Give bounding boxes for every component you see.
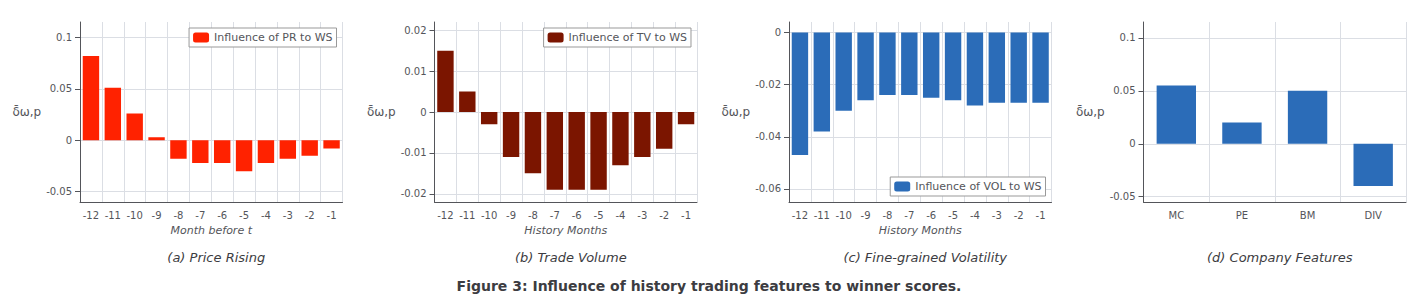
svg-text:-6: -6: [926, 210, 936, 221]
svg-text:-6: -6: [217, 210, 227, 221]
svg-text:-10: -10: [481, 210, 497, 221]
svg-text:-7: -7: [904, 210, 914, 221]
svg-text:0.05: 0.05: [1113, 85, 1135, 96]
svg-text:-7: -7: [550, 210, 560, 221]
svg-text:-0.04: -0.04: [755, 131, 781, 142]
svg-text:-0.01: -0.01: [401, 147, 427, 158]
svg-text:-8: -8: [882, 210, 892, 221]
svg-text:-11: -11: [459, 210, 475, 221]
svg-text:-5: -5: [239, 210, 249, 221]
svg-text:DIV: DIV: [1364, 210, 1382, 221]
svg-text:(b) Trade Volume: (b) Trade Volume: [515, 250, 627, 265]
svg-text:0.01: 0.01: [404, 66, 426, 77]
svg-text:-5: -5: [948, 210, 958, 221]
svg-text:δ̄ω,p: δ̄ω,p: [1076, 105, 1105, 119]
svg-text:-4: -4: [970, 210, 980, 221]
svg-text:-8: -8: [173, 210, 183, 221]
svg-text:MC: MC: [1169, 210, 1185, 221]
svg-text:History Months: History Months: [524, 224, 607, 237]
svg-text:(c) Fine-grained Volatility: (c) Fine-grained Volatility: [843, 250, 1007, 265]
svg-text:-9: -9: [861, 210, 871, 221]
svg-text:-1: -1: [681, 210, 691, 221]
svg-text:0.05: 0.05: [50, 83, 72, 94]
svg-text:-0.06: -0.06: [755, 183, 781, 194]
svg-text:0: 0: [775, 27, 781, 38]
svg-text:-5: -5: [594, 210, 604, 221]
svg-text:-0.05: -0.05: [46, 186, 72, 197]
svg-text:δ̄ω,p: δ̄ω,p: [12, 105, 41, 119]
svg-text:BM: BM: [1300, 210, 1316, 221]
svg-text:-0.02: -0.02: [401, 188, 427, 199]
svg-text:Influence of TV to WS: Influence of TV to WS: [569, 31, 687, 44]
svg-text:(a) Price Rising: (a) Price Rising: [167, 250, 265, 265]
svg-text:-4: -4: [615, 210, 625, 221]
svg-text:-1: -1: [327, 210, 337, 221]
svg-text:-2: -2: [1014, 210, 1024, 221]
svg-text:0: 0: [1129, 138, 1135, 149]
svg-text:-4: -4: [261, 210, 271, 221]
svg-text:-1: -1: [1036, 210, 1046, 221]
svg-text:-9: -9: [506, 210, 516, 221]
svg-text:-8: -8: [528, 210, 538, 221]
svg-text:-6: -6: [572, 210, 582, 221]
svg-text:-10: -10: [127, 210, 143, 221]
svg-text:-2: -2: [305, 210, 315, 221]
svg-text:Influence of PR to WS: Influence of PR to WS: [214, 31, 332, 44]
svg-text:-2: -2: [659, 210, 669, 221]
svg-text:(d) Company Features: (d) Company Features: [1207, 250, 1353, 265]
svg-text:-3: -3: [992, 210, 1002, 221]
svg-text:PE: PE: [1236, 210, 1248, 221]
svg-text:0: 0: [420, 107, 426, 118]
svg-text:δ̄ω,p: δ̄ω,p: [721, 105, 750, 119]
svg-text:0.1: 0.1: [56, 32, 72, 43]
svg-text:-10: -10: [836, 210, 852, 221]
svg-text:-0.02: -0.02: [755, 79, 781, 90]
svg-text:δ̄ω,p: δ̄ω,p: [367, 105, 396, 119]
svg-text:-3: -3: [637, 210, 647, 221]
svg-text:Figure 3: Influence of history: Figure 3: Influence of history trading f…: [457, 278, 962, 294]
svg-text:0: 0: [66, 135, 72, 146]
svg-text:-0.05: -0.05: [1110, 191, 1136, 202]
svg-text:-12: -12: [792, 210, 808, 221]
svg-text:Month before t: Month before t: [171, 224, 253, 237]
svg-text:-7: -7: [195, 210, 205, 221]
svg-text:0.02: 0.02: [404, 25, 426, 36]
svg-text:-3: -3: [283, 210, 293, 221]
svg-text:-12: -12: [437, 210, 453, 221]
svg-text:History Months: History Months: [879, 224, 962, 237]
svg-text:-9: -9: [152, 210, 162, 221]
svg-text:Influence of VOL to WS: Influence of VOL to WS: [915, 180, 1041, 193]
svg-text:-11: -11: [814, 210, 830, 221]
svg-text:0.1: 0.1: [1120, 32, 1136, 43]
svg-text:-11: -11: [105, 210, 121, 221]
svg-text:-12: -12: [83, 210, 99, 221]
